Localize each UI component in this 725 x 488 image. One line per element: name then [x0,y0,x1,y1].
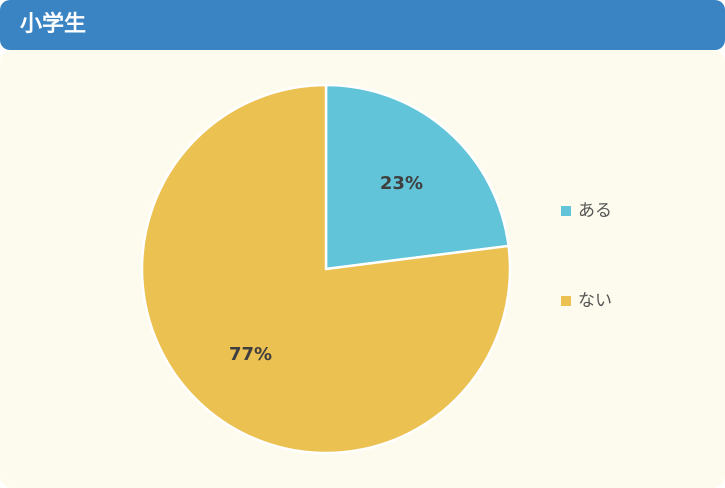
legend-swatch-0 [561,206,571,216]
pie-slice-labels: 23% 77% [229,173,423,365]
pie-slice-label-0: 23% [380,173,423,194]
legend-label-1: ない [578,291,612,311]
chart-header: 小学生 [0,0,725,50]
pie-slice-0 [324,83,510,271]
chart-title: 小学生 [20,12,87,37]
legend-label-0: ある [578,201,612,221]
pie-slices [140,83,512,455]
pie-slice-1 [140,83,512,455]
pie-slice-label-1: 77% [229,344,272,365]
legend-swatch-1 [561,296,571,306]
